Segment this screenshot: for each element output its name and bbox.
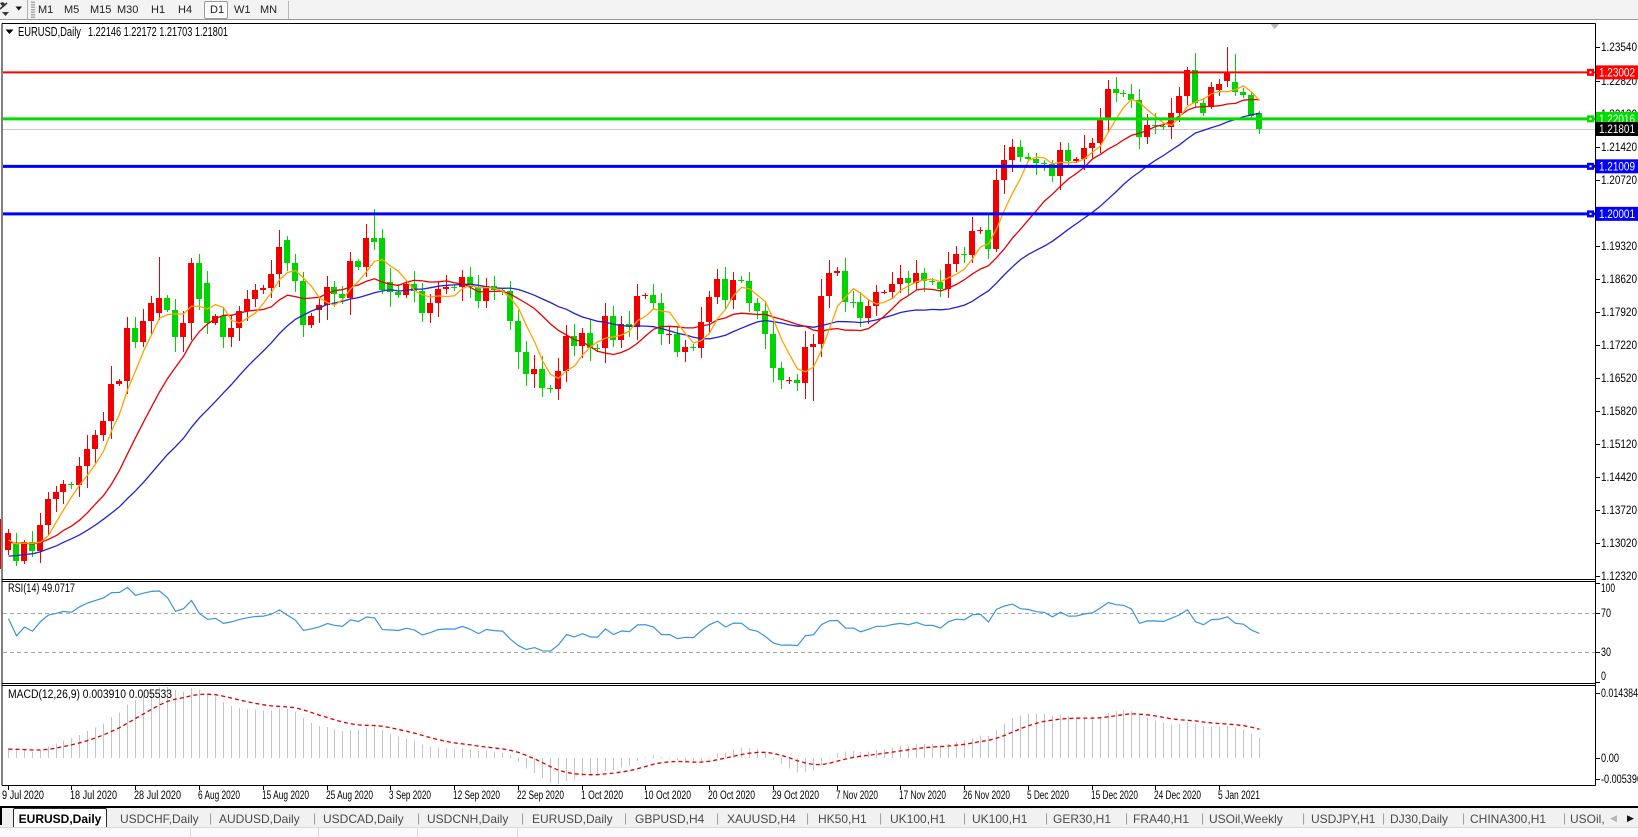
svg-text:10 Oct 2020: 10 Oct 2020 (644, 790, 691, 802)
svg-text:6 Aug 2020: 6 Aug 2020 (198, 790, 240, 802)
svg-text:12 Sep 2020: 12 Sep 2020 (453, 790, 500, 802)
svg-text:1.20001: 1.20001 (1599, 209, 1635, 221)
svg-text:7 Nov 2020: 7 Nov 2020 (836, 790, 878, 802)
svg-text:1.21009: 1.21009 (1599, 161, 1635, 173)
svg-text:3 Sep 2020: 3 Sep 2020 (389, 790, 431, 802)
svg-text:29 Oct 2020: 29 Oct 2020 (772, 790, 819, 802)
svg-text:1.17920: 1.17920 (1601, 307, 1637, 319)
svg-text:RSI(14) 49.0717: RSI(14) 49.0717 (8, 583, 75, 595)
svg-text:25 Aug 2020: 25 Aug 2020 (326, 790, 373, 802)
svg-text:-0.005396: -0.005396 (1601, 774, 1638, 786)
svg-text:1.15820: 1.15820 (1601, 406, 1637, 418)
svg-text:15 Dec 2020: 15 Dec 2020 (1091, 790, 1138, 802)
svg-text:1 Oct 2020: 1 Oct 2020 (581, 790, 623, 802)
svg-text:1.12320: 1.12320 (1601, 571, 1637, 583)
svg-text:1.23002: 1.23002 (1599, 67, 1635, 79)
svg-text:24 Dec 2020: 24 Dec 2020 (1154, 790, 1201, 802)
svg-text:28 Jul 2020: 28 Jul 2020 (134, 790, 181, 802)
svg-text:1.19320: 1.19320 (1601, 241, 1637, 253)
svg-text:1.13720: 1.13720 (1601, 505, 1637, 517)
svg-text:1.14420: 1.14420 (1601, 472, 1637, 484)
svg-text:1.17220: 1.17220 (1601, 340, 1637, 352)
svg-text:MACD(12,26,9) 0.003910 0.00553: MACD(12,26,9) 0.003910 0.005533 (8, 689, 172, 701)
svg-text:5 Jan 2021: 5 Jan 2021 (1218, 790, 1260, 802)
svg-text:22 Sep 2020: 22 Sep 2020 (517, 790, 564, 802)
svg-text:20 Oct 2020: 20 Oct 2020 (708, 790, 755, 802)
svg-text:1.15120: 1.15120 (1601, 439, 1637, 451)
svg-text:EURUSD,Daily: EURUSD,Daily (18, 25, 82, 39)
svg-text:1.21420: 1.21420 (1601, 142, 1637, 154)
svg-text:1.13020: 1.13020 (1601, 538, 1637, 550)
svg-text:100: 100 (1601, 583, 1615, 595)
svg-text:30: 30 (1601, 647, 1611, 659)
svg-text:1.23540: 1.23540 (1601, 42, 1637, 54)
svg-text:1.20720: 1.20720 (1601, 175, 1637, 187)
svg-text:26 Nov 2020: 26 Nov 2020 (963, 790, 1010, 802)
svg-text:0.014384: 0.014384 (1601, 688, 1638, 700)
svg-text:9 Jul 2020: 9 Jul 2020 (2, 790, 44, 802)
svg-text:0.00: 0.00 (1601, 753, 1619, 765)
svg-text:1.22146 1.22172 1.21703 1.2180: 1.22146 1.22172 1.21703 1.21801 (88, 25, 228, 39)
svg-text:0: 0 (1601, 671, 1606, 683)
svg-text:1.16520: 1.16520 (1601, 373, 1637, 385)
svg-text:15 Aug 2020: 15 Aug 2020 (262, 790, 309, 802)
svg-text:18 Jul 2020: 18 Jul 2020 (70, 790, 117, 802)
svg-text:70: 70 (1601, 608, 1611, 620)
svg-text:1.18620: 1.18620 (1601, 274, 1637, 286)
svg-text:17 Nov 2020: 17 Nov 2020 (899, 790, 946, 802)
svg-text:1.21801: 1.21801 (1599, 124, 1635, 136)
svg-text:5 Dec 2020: 5 Dec 2020 (1027, 790, 1069, 802)
